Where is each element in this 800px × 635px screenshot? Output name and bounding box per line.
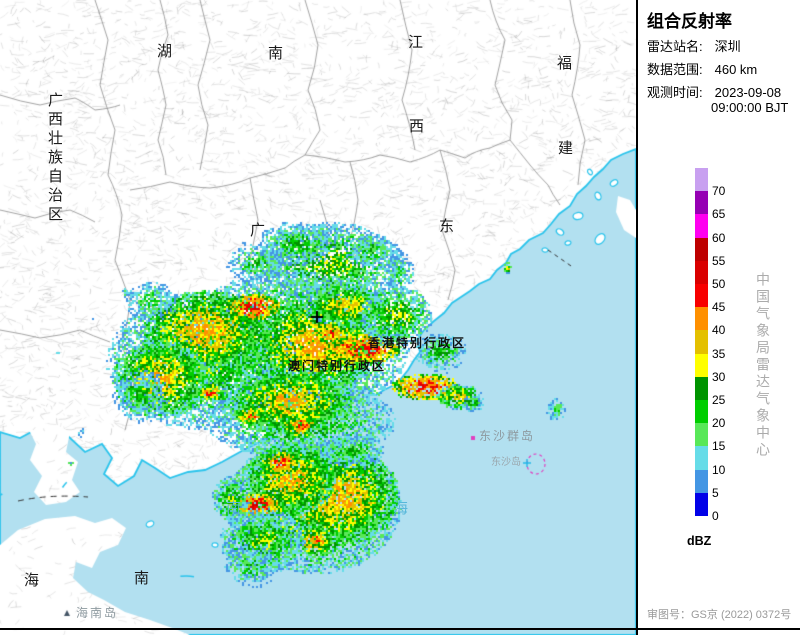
agency-watermark: 中国气象局雷达气象中心 bbox=[755, 272, 771, 459]
legend-swatch-30 bbox=[695, 353, 708, 377]
legend-tick: 45 bbox=[712, 300, 726, 315]
obstime-date: 2023-09-08 bbox=[714, 85, 782, 100]
legend-swatch-40 bbox=[695, 307, 708, 331]
legend-tick: 60 bbox=[712, 230, 726, 245]
legend-swatch-20 bbox=[695, 400, 708, 424]
legend-swatch-60 bbox=[695, 214, 708, 238]
legend-swatch-10 bbox=[695, 446, 708, 470]
station-value: 深圳 bbox=[714, 39, 741, 54]
legend-swatch-15 bbox=[695, 423, 708, 447]
map-label: 海 bbox=[24, 573, 40, 589]
info-panel: 组合反射率 雷达站名: 深圳 数据范围: 460 km 观测时间: 2023-0… bbox=[637, 0, 800, 635]
map-label: 广 bbox=[250, 223, 266, 239]
legend-tick: 55 bbox=[712, 253, 726, 268]
legend-tick: 30 bbox=[712, 369, 726, 384]
legend-unit: dBZ bbox=[687, 534, 712, 548]
legend-tick: 35 bbox=[712, 346, 726, 361]
legend-tick: 40 bbox=[712, 323, 726, 338]
map-label: 广西壮族自治区 bbox=[46, 92, 62, 225]
map-approval-number: 审图号：GS京 (2022) 0372号 bbox=[647, 609, 792, 621]
legend-tick: 5 bbox=[712, 485, 719, 500]
range-row: 数据范围: 460 km bbox=[647, 59, 757, 78]
product-title: 组合反射率 bbox=[647, 12, 732, 31]
legend-swatch-5 bbox=[695, 469, 708, 493]
radar-map-canvas bbox=[0, 0, 636, 635]
map-label: 海南岛 bbox=[76, 606, 119, 620]
obstime-row: 观测时间: 2023-09-08 bbox=[647, 82, 781, 101]
map-label: 西 bbox=[409, 119, 425, 135]
map-label: 湖 bbox=[157, 44, 173, 60]
range-value: 460 km bbox=[714, 62, 758, 77]
station-row: 雷达站名: 深圳 bbox=[647, 36, 741, 55]
radar-map: 湖南江西福建广西壮族自治区广东香港特别行政区 澳门特别行政区南海东沙群岛 东沙岛海南… bbox=[0, 0, 636, 635]
map-label: 南 bbox=[134, 571, 150, 587]
legend-swatch-25 bbox=[695, 376, 708, 400]
legend-tick: 65 bbox=[712, 207, 726, 222]
panel-divider-line bbox=[636, 0, 638, 635]
map-label: 南 bbox=[226, 501, 242, 517]
map-label: 东沙岛 bbox=[491, 457, 521, 468]
station-label: 雷达站名: bbox=[647, 39, 703, 54]
obstime-label: 观测时间: bbox=[647, 85, 703, 100]
map-label: 东沙群岛 bbox=[479, 429, 536, 443]
legend-tick: 15 bbox=[712, 439, 726, 454]
legend-tick: 10 bbox=[712, 462, 726, 477]
legend-tick: 70 bbox=[712, 184, 726, 199]
map-label: 南 bbox=[268, 46, 284, 62]
legend-swatch-50 bbox=[695, 260, 708, 284]
legend-swatch-0 bbox=[695, 492, 708, 516]
legend-tick: 25 bbox=[712, 393, 726, 407]
map-label: 澳门特别行政区 bbox=[288, 359, 387, 373]
obstime-clock: 09:00:00 BJT bbox=[711, 100, 789, 115]
legend-swatch-65 bbox=[695, 191, 708, 215]
frame-bottom-line bbox=[0, 628, 800, 630]
map-label: 江 bbox=[408, 35, 424, 51]
legend-tick: 0 bbox=[712, 509, 719, 523]
map-label: 香港特别行政区 bbox=[368, 336, 467, 350]
range-label: 数据范围: bbox=[647, 62, 703, 77]
map-label: 海 bbox=[393, 501, 409, 517]
legend-swatch-55 bbox=[695, 237, 708, 261]
map-label: 福 bbox=[557, 56, 573, 72]
legend-swatch-70 bbox=[695, 168, 708, 192]
legend-tick: 50 bbox=[712, 277, 726, 291]
map-label: 建 bbox=[558, 141, 574, 157]
legend-swatch-35 bbox=[695, 330, 708, 354]
map-label: 东 bbox=[439, 219, 455, 235]
legend-tick: 20 bbox=[712, 416, 726, 431]
legend-swatch-45 bbox=[695, 284, 708, 308]
